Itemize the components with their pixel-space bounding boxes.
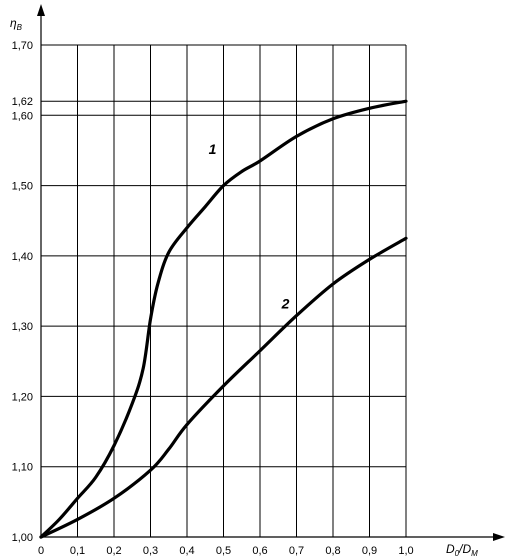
x-tick-label: 0 [38, 545, 44, 557]
x-tick-label: 0,5 [216, 545, 231, 557]
y-axis-arrow [37, 4, 45, 16]
x-tick-label: 1,0 [398, 545, 413, 557]
y-axis-label-main: η [10, 16, 17, 30]
y-axis-label: ηB [10, 16, 23, 32]
x-axis-label-sub2: M [471, 549, 478, 558]
series: 12 [39, 99, 408, 539]
x-axis-label-sep: /D [458, 542, 471, 556]
x-tick-label: 0,9 [362, 545, 377, 557]
tick-labels: 0 0,1 0,2 0,3 0,4 0,5 0,6 0,7 0,8 0,9 1,0 1,00 1,10 1… [12, 40, 414, 557]
x-tick-label: 0,6 [252, 545, 267, 557]
series-1-line [39, 99, 408, 539]
y-axis-label-sub: B [17, 23, 23, 32]
grid [41, 44, 407, 537]
x-axis-label-sub1: 0 [455, 549, 460, 558]
x-tick-label: 0,2 [106, 545, 121, 557]
x-tick-label: 0,7 [289, 545, 304, 557]
y-tick-label: 1,40 [12, 251, 33, 263]
x-axis-arrow [493, 533, 505, 541]
series-2-label: 2 [281, 296, 290, 312]
x-tick-label: 0,3 [143, 545, 158, 557]
series-2-line [39, 236, 408, 539]
x-axis-label: D0/DM [446, 542, 478, 558]
axes [37, 4, 505, 541]
y-tick-label: 1,30 [12, 321, 33, 333]
x-tick-label: 0,1 [70, 545, 85, 557]
y-tick-label: 1,70 [12, 40, 33, 52]
y-tick-label: 1,20 [12, 391, 33, 403]
x-tick-label: 0,4 [179, 545, 194, 557]
y-tick-label: 1,62 [12, 96, 33, 108]
series-1-label: 1 [209, 141, 217, 157]
y-tick-label: 1,00 [12, 532, 33, 544]
y-tick-label: 1,10 [12, 462, 33, 474]
x-axis-label-main: D [446, 542, 455, 556]
y-tick-label: 1,50 [12, 181, 33, 193]
x-tick-label: 0,8 [325, 545, 340, 557]
y-tick-label: 1,60 [12, 110, 33, 122]
